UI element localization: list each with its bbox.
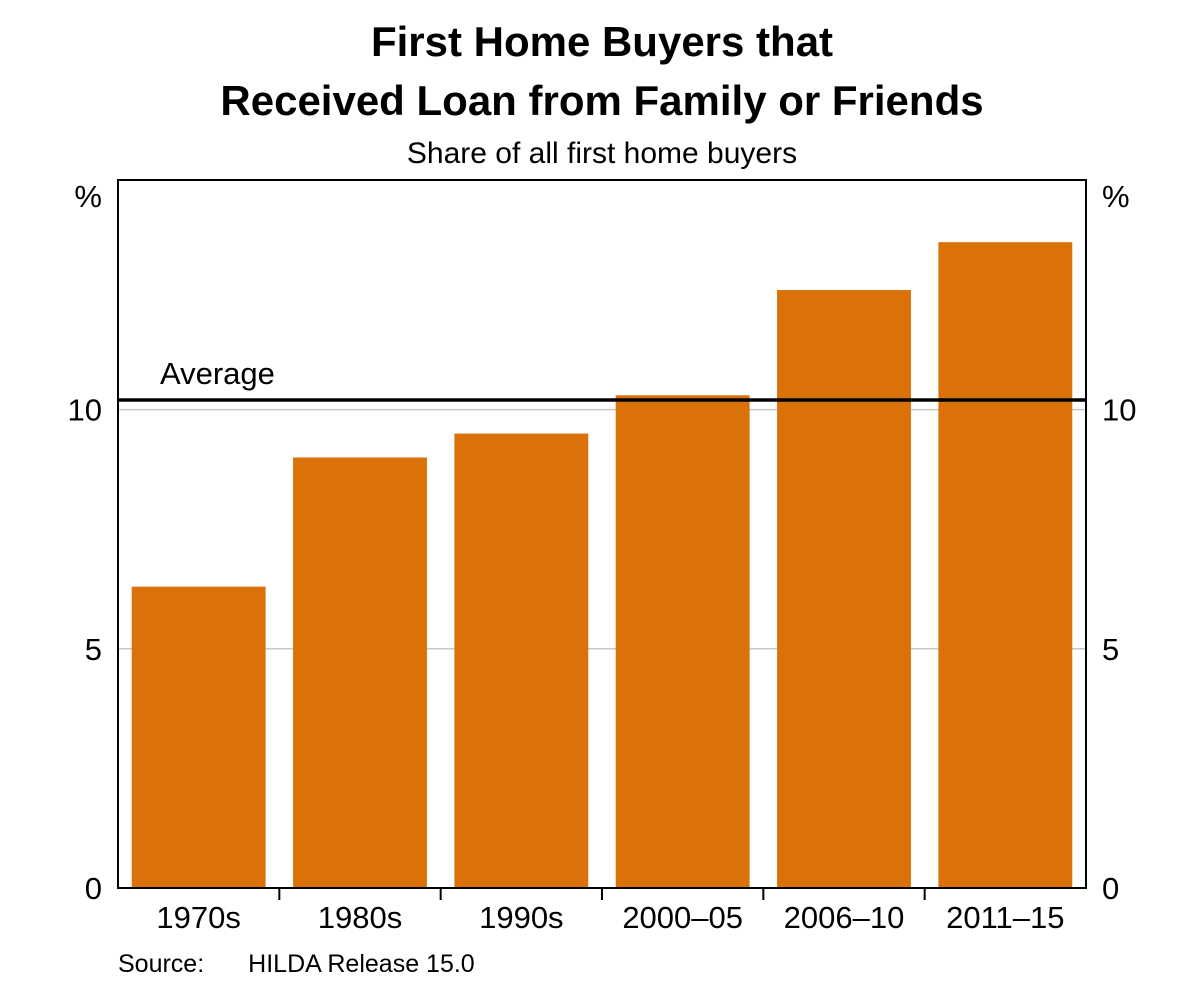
x-axis-label-1980s: 1980s — [318, 900, 402, 935]
y-tick-label-left-5: 5 — [85, 632, 102, 667]
y-axis-unit-right: % — [1102, 179, 1130, 214]
y-tick-label-left-0: 0 — [85, 871, 102, 906]
average-label: Average — [160, 356, 275, 391]
source-line: Source: HILDA Release 15.0 — [118, 950, 475, 979]
y-tick-label-right-0: 0 — [1102, 871, 1119, 906]
y-tick-label-right-5: 5 — [1102, 632, 1119, 667]
x-axis-label-1990s: 1990s — [479, 900, 563, 935]
bar-2006–10 — [777, 290, 911, 888]
bar-2011–15 — [938, 242, 1073, 888]
y-axis-unit-left: % — [74, 179, 102, 214]
chart-title-line1: First Home Buyers that — [370, 18, 834, 65]
chart-subtitle: Share of all first home buyers — [406, 137, 798, 170]
x-axis-label-2006–10: 2006–10 — [784, 900, 905, 935]
x-axis-label-2011–15: 2011–15 — [946, 900, 1064, 935]
bar-1970s — [131, 586, 266, 888]
chart-title-line2: Received Loan from Family or Friends — [220, 77, 984, 124]
y-tick-label-right-10: 10 — [1102, 393, 1136, 428]
source-text: HILDA Release 15.0 — [248, 950, 475, 978]
source-label: Source: — [118, 950, 205, 978]
x-axis-label-2000–05: 2000–05 — [622, 900, 743, 935]
bar-1990s — [454, 433, 589, 888]
bar-1980s — [293, 457, 427, 888]
x-axis-label-1970s: 1970s — [156, 900, 240, 935]
y-tick-label-left-10: 10 — [68, 393, 102, 428]
chart-title: First Home Buyers that Received Loan fro… — [0, 12, 1204, 130]
bar-2000–05 — [615, 395, 750, 888]
